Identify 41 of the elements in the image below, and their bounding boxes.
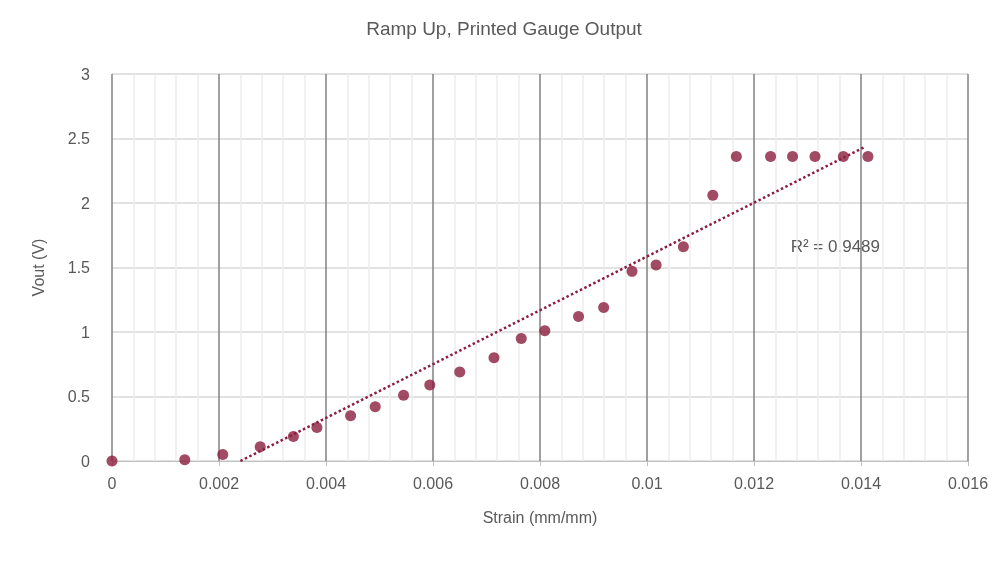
x-tick-label: 0.016 [947,474,989,492]
point [626,265,638,277]
y-tick-label: 0 [81,452,91,470]
x-axis-title: Strain (mm/mm) [482,508,598,526]
x-tick-label: 0.014 [840,474,882,492]
point [217,449,229,461]
point [539,325,551,337]
point [424,379,436,391]
x-tick-label: 0.002 [198,474,240,492]
point [677,241,689,253]
y-tick-label: 1.5 [67,259,91,276]
x-tick-label: 0.012 [733,474,775,492]
point [106,455,118,467]
chart-title: Ramp Up, Printed Gauge Output [366,18,643,39]
y-tick-label: 0.5 [67,388,91,405]
point [862,151,874,163]
point [765,151,777,163]
x-tick-label: 0.004 [305,474,347,492]
point [454,366,466,378]
x-tick-label: 0.008 [519,474,561,492]
point [707,189,719,201]
y-tick-label: 2 [81,194,91,212]
point [573,311,585,323]
x-tick-label: 0 [107,474,117,492]
point [488,352,500,364]
point [598,301,610,313]
point [809,151,821,163]
x-tick-label: 0.01 [631,474,663,492]
y-tick-label: 3 [81,65,91,83]
point [179,454,191,466]
point [730,151,742,163]
point [369,401,381,413]
x-tick-label: 0.006 [412,474,454,492]
point [398,389,410,401]
y-tick-label: 1 [81,323,91,341]
y-tick-label: 2.5 [67,130,91,147]
point [515,332,527,344]
y-axis-title: Vout (V) [29,238,47,297]
point [787,151,799,163]
point [345,410,357,422]
point [650,259,662,271]
